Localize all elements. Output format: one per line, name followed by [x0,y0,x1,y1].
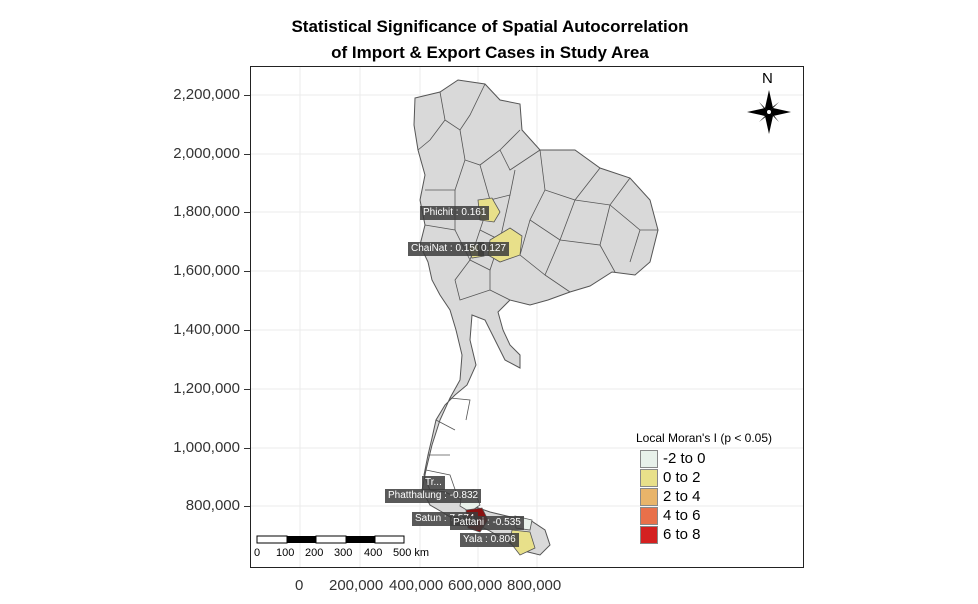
scale-label: 100 [276,547,295,559]
legend-swatch [640,506,658,525]
legend-item: 0 to 2 [636,468,806,487]
y-tick-label: 1,600,000 [173,262,240,279]
province-boundaries [417,83,658,499]
label-trang: Tr... [422,476,445,490]
legend-item: 6 to 8 [636,525,806,544]
scale-label: 300 [334,547,353,559]
map-title: Statistical Significance of Spatial Auto… [250,14,730,66]
country-outline [413,79,659,556]
scale-label: 500 km [393,547,430,559]
label-pattani: Pattani : -0.535 [450,516,524,530]
legend: Local Moran's I (p < 0.05) -2 to 0 0 to … [636,431,806,544]
y-tick-label: 1,400,000 [173,321,240,338]
legend-swatch [640,449,658,468]
x-tick-label: 0 [295,577,304,594]
scale-label: 200 [305,547,324,559]
x-tick-label: 800,000 [507,577,562,594]
legend-label: 2 to 4 [663,488,701,505]
legend-swatch [640,525,658,544]
y-tick-mark [244,448,250,449]
legend-label: 4 to 6 [663,507,701,524]
legend-title: Local Moran's I (p < 0.05) [636,431,773,445]
y-tick-mark [244,271,250,272]
legend-item: -2 to 0 [636,449,806,468]
y-tick-mark [244,95,250,96]
label-nakhon-sawan: 0.127 [478,242,510,256]
y-tick-mark [244,154,250,155]
y-tick-mark [244,212,250,213]
y-tick-mark [244,506,250,507]
x-tick-label: 200,000 [329,577,384,594]
label-phichit: Phichit : 0.161 [420,206,490,220]
legend-label: 6 to 8 [663,526,701,543]
legend-swatch [640,487,658,506]
y-tick-label: 2,200,000 [173,86,240,103]
title-line-1: Statistical Significance of Spatial Auto… [291,17,689,36]
legend-label: 0 to 2 [663,469,701,486]
label-phatthalung: Phatthalung : -0.832 [385,489,482,503]
y-tick-label: 2,000,000 [173,145,240,162]
x-tick-label: 600,000 [448,577,503,594]
north-arrow-icon [747,90,791,134]
scale-label: 400 [364,547,383,559]
label-yala: Yala : 0.806 [460,533,519,547]
scale-label: 0 [254,547,261,559]
label-chai-nat: ChaiNat : 0.150 [408,242,484,256]
y-tick-label: 800,000 [185,497,240,514]
legend-label: -2 to 0 [663,450,706,467]
y-tick-label: 1,800,000 [173,203,240,220]
legend-item: 4 to 6 [636,506,806,525]
scale-bar [256,535,405,544]
legend-item: 2 to 4 [636,487,806,506]
y-tick-mark [244,389,250,390]
y-tick-label: 1,200,000 [173,380,240,397]
x-tick-label: 400,000 [389,577,444,594]
legend-swatch [640,468,658,487]
y-tick-mark [244,330,250,331]
title-line-2: of Import & Export Cases in Study Area [331,43,649,62]
north-label: N [762,70,773,87]
y-tick-label: 1,000,000 [173,439,240,456]
